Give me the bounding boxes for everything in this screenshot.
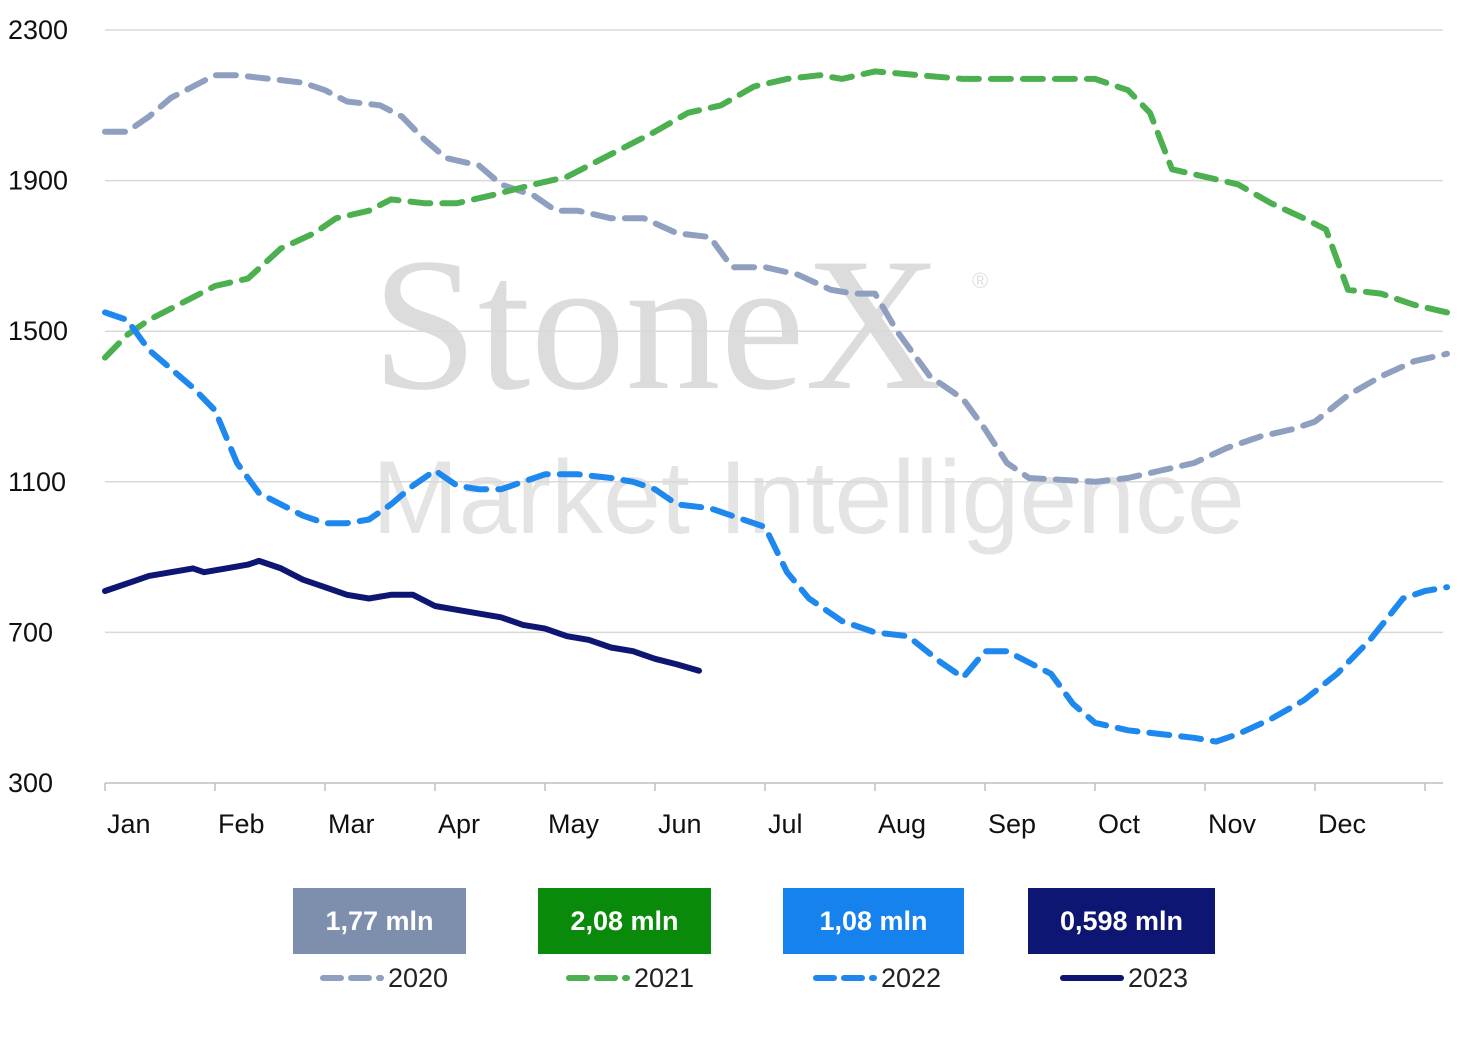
x-axis: Jan Feb Mar Apr May Jun Jul Aug Sep Oct Nov Dec: [104, 783, 1426, 839]
badge-2020: 1,77 mln: [293, 888, 466, 954]
legend-item-2021: 2021: [566, 958, 694, 998]
watermark-tagline: Market Intelligence: [372, 440, 1245, 556]
legend-swatch-2021: [566, 975, 630, 981]
badge-2021: 2,08 mln: [538, 888, 711, 954]
gridlines: [105, 29, 1443, 784]
y-tick-label: 300: [8, 768, 53, 798]
y-tick-label: 2300: [8, 15, 68, 45]
legend-swatch-2022: [813, 975, 877, 981]
legend-swatch-2020: [320, 975, 384, 981]
legend-item-2020: 2020: [320, 958, 448, 998]
x-tick-label: Nov: [1208, 809, 1257, 839]
x-tick-label: Jan: [107, 809, 151, 839]
y-axis: 2300 1900 1500 1100 700 300: [8, 15, 68, 798]
x-tick-label: Dec: [1318, 809, 1366, 839]
watermark-logo: StoneX ® Market Intelligence: [372, 220, 1245, 556]
watermark-brand: StoneX: [372, 220, 942, 430]
x-tick-label: May: [548, 809, 600, 839]
series-line-2022: [102, 309, 1450, 745]
x-tick-label: Jul: [768, 809, 803, 839]
x-tick-label: Sep: [988, 809, 1036, 839]
x-tick-label: Jun: [658, 809, 702, 839]
x-tick-label: Oct: [1098, 809, 1141, 839]
legend-label-2020: 2020: [388, 962, 449, 993]
legend-swatch-2023: [1060, 975, 1124, 981]
y-tick-label: 700: [8, 617, 53, 647]
watermark-registered-mark: ®: [972, 268, 988, 293]
badge-2022: 1,08 mln: [783, 888, 964, 954]
y-tick-label: 1100: [8, 467, 66, 497]
legend-label-2022: 2022: [881, 962, 942, 993]
legend-label-2023: 2023: [1128, 962, 1189, 993]
badge-2020-label: 1,77 mln: [325, 905, 434, 936]
y-tick-label: 1500: [8, 316, 68, 346]
badge-2023: 0,598 mln: [1028, 888, 1215, 954]
legend-item-2022: 2022: [813, 958, 941, 998]
x-tick-label: Mar: [328, 809, 375, 839]
badge-2021-label: 2,08 mln: [570, 905, 679, 936]
series-line-2021: [102, 68, 1450, 361]
legend-item-2023: 2023: [1060, 958, 1188, 998]
badge-2022-label: 1,08 mln: [819, 905, 928, 936]
x-tick-label: Feb: [218, 809, 265, 839]
badge-2023-label: 0,598 mln: [1059, 905, 1184, 936]
line-chart: StoneX ® Market Intelligence 2300 1900 150…: [8, 15, 1450, 839]
legend-label-2021: 2021: [634, 962, 695, 993]
y-tick-label: 1900: [8, 166, 68, 196]
series-lines: [102, 68, 1450, 745]
x-tick-label: Aug: [878, 809, 926, 839]
series-line-2020: [102, 72, 1450, 485]
series-line-2023: [102, 557, 702, 674]
x-tick-label: Apr: [438, 809, 480, 839]
